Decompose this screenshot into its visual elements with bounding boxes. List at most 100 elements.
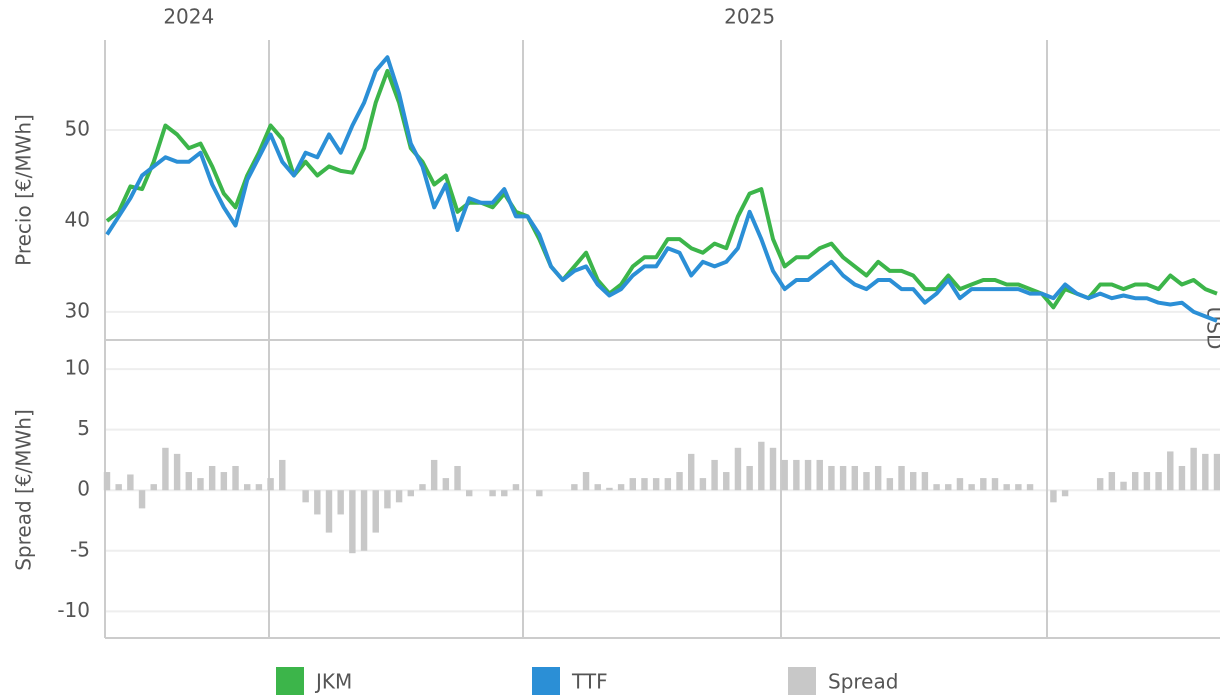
bar <box>465 490 473 497</box>
bar <box>676 472 683 491</box>
bar <box>138 490 146 509</box>
bar <box>956 478 964 491</box>
bar <box>723 472 730 491</box>
bar <box>828 465 835 491</box>
bar <box>839 465 847 491</box>
bar <box>208 465 216 491</box>
bar <box>1108 472 1116 491</box>
bar <box>571 484 578 491</box>
bar <box>1120 481 1127 491</box>
y-tick-label: 10 <box>65 356 90 380</box>
bar <box>629 478 637 491</box>
bar <box>968 484 975 491</box>
bar <box>781 459 788 491</box>
y-tick-label: 40 <box>65 207 90 231</box>
bar <box>255 484 263 491</box>
line-series <box>105 68 1218 310</box>
bar <box>734 447 742 491</box>
legend-label: TTF <box>571 670 608 694</box>
bar <box>641 478 648 491</box>
bar <box>1003 484 1010 491</box>
line-series <box>105 55 1218 323</box>
bar <box>419 484 426 491</box>
bar <box>816 459 823 491</box>
bar <box>279 459 286 491</box>
bar <box>325 490 333 533</box>
bar <box>1167 451 1174 491</box>
bar <box>1190 447 1197 491</box>
bar <box>804 459 812 491</box>
bar <box>980 478 987 491</box>
legend-label: Spread <box>828 670 898 694</box>
bar <box>395 490 403 503</box>
bar <box>1213 453 1220 491</box>
bar <box>851 465 859 491</box>
bar <box>687 453 695 491</box>
bar <box>407 490 415 497</box>
y-tick-label: -5 <box>70 537 90 561</box>
y-tick-label: 5 <box>77 416 90 440</box>
bar <box>384 490 391 509</box>
bar <box>150 484 157 491</box>
bar <box>886 478 894 491</box>
bar <box>863 472 870 491</box>
bar <box>606 487 613 491</box>
legend-label: JKM <box>314 670 352 694</box>
bar <box>1050 490 1057 503</box>
bar <box>898 465 905 491</box>
bar <box>243 484 251 491</box>
bar <box>664 478 672 491</box>
bar <box>489 490 496 497</box>
bar <box>1202 453 1209 491</box>
bar <box>220 472 228 491</box>
bar <box>103 472 111 491</box>
bar <box>1178 465 1186 491</box>
bar <box>1061 490 1069 497</box>
grid <box>105 129 1220 613</box>
bar <box>314 490 321 515</box>
bar <box>360 490 368 551</box>
bar <box>991 478 999 491</box>
bar <box>594 484 601 491</box>
bar <box>874 465 882 491</box>
bar <box>232 465 239 491</box>
bar <box>1026 484 1034 491</box>
y-tick-label: 30 <box>65 298 90 322</box>
bar <box>921 472 929 491</box>
y-axis-title: Spread [€/MWh] <box>12 409 36 571</box>
bar <box>197 478 204 491</box>
x-tick-label: 2024 <box>163 5 214 29</box>
bar <box>699 478 707 491</box>
bar <box>349 490 356 554</box>
bar <box>115 484 122 491</box>
y-axis-title: Precio [€/MWh] <box>12 114 36 266</box>
bar <box>617 484 625 491</box>
bar <box>185 472 193 491</box>
y-tick-label: 0 <box>77 477 90 501</box>
legend-swatch <box>276 667 304 695</box>
annotation: USD <box>1203 307 1220 350</box>
bar <box>711 459 718 491</box>
bar <box>1015 484 1022 491</box>
bar <box>162 447 169 491</box>
bar <box>582 472 590 491</box>
bar <box>337 490 344 515</box>
bar <box>302 490 309 503</box>
legend-swatch <box>788 667 816 695</box>
bar <box>933 484 940 491</box>
bar <box>372 490 379 533</box>
bar <box>454 465 461 491</box>
bar <box>430 459 438 491</box>
bar <box>652 478 660 491</box>
bar <box>793 459 800 491</box>
bar <box>267 478 274 491</box>
bar <box>501 490 508 497</box>
bar <box>758 441 765 491</box>
bar <box>909 472 917 491</box>
bar <box>1155 472 1162 491</box>
x-tick-label: 2025 <box>724 5 775 29</box>
bar <box>746 465 753 491</box>
y-tick-label: 50 <box>65 117 90 141</box>
bar <box>173 453 181 491</box>
